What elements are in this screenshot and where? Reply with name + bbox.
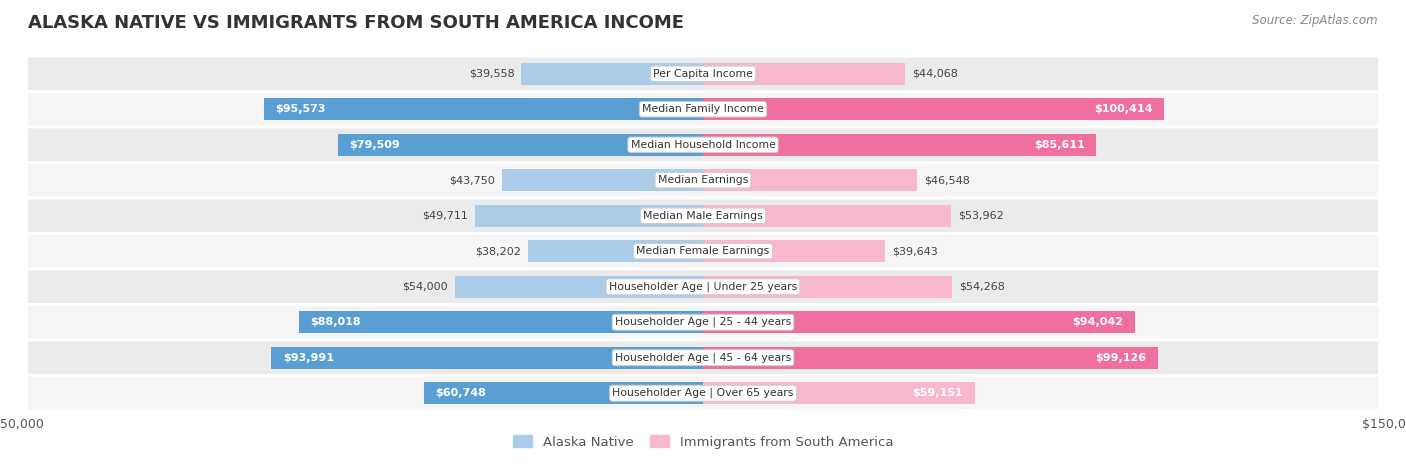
Text: Median Household Income: Median Household Income (630, 140, 776, 150)
Text: Median Family Income: Median Family Income (643, 104, 763, 114)
FancyBboxPatch shape (28, 164, 1378, 197)
Bar (337, 134, 703, 156)
Bar (456, 276, 703, 298)
Text: $99,126: $99,126 (1095, 353, 1147, 363)
Text: $53,962: $53,962 (957, 211, 1004, 221)
Bar (425, 382, 703, 404)
Bar (527, 240, 703, 262)
Text: $46,548: $46,548 (924, 175, 970, 185)
FancyBboxPatch shape (28, 93, 1378, 126)
Bar (703, 240, 886, 262)
Bar (298, 311, 703, 333)
Text: $49,711: $49,711 (422, 211, 468, 221)
Bar (522, 63, 703, 85)
FancyBboxPatch shape (28, 306, 1378, 339)
Bar (703, 382, 974, 404)
Text: $39,643: $39,643 (891, 246, 938, 256)
Bar (703, 98, 1164, 120)
Bar (703, 63, 905, 85)
Text: $38,202: $38,202 (475, 246, 520, 256)
Text: $79,509: $79,509 (349, 140, 401, 150)
Text: $88,018: $88,018 (311, 317, 361, 327)
FancyBboxPatch shape (28, 341, 1378, 374)
Bar (264, 98, 703, 120)
Text: Per Capita Income: Per Capita Income (652, 69, 754, 79)
Text: $94,042: $94,042 (1073, 317, 1123, 327)
Text: $59,151: $59,151 (912, 388, 963, 398)
Text: Householder Age | Under 25 years: Householder Age | Under 25 years (609, 282, 797, 292)
FancyBboxPatch shape (28, 270, 1378, 303)
Text: $39,558: $39,558 (468, 69, 515, 79)
Text: Householder Age | Over 65 years: Householder Age | Over 65 years (612, 388, 794, 398)
Text: Householder Age | 25 - 44 years: Householder Age | 25 - 44 years (614, 317, 792, 327)
Text: ALASKA NATIVE VS IMMIGRANTS FROM SOUTH AMERICA INCOME: ALASKA NATIVE VS IMMIGRANTS FROM SOUTH A… (28, 14, 685, 32)
Bar (703, 205, 950, 227)
Text: $54,268: $54,268 (959, 282, 1005, 292)
Bar (703, 134, 1097, 156)
Bar (703, 347, 1159, 369)
Bar (475, 205, 703, 227)
FancyBboxPatch shape (28, 128, 1378, 161)
Text: $100,414: $100,414 (1094, 104, 1153, 114)
Text: $95,573: $95,573 (276, 104, 326, 114)
Text: Householder Age | 45 - 64 years: Householder Age | 45 - 64 years (614, 353, 792, 363)
FancyBboxPatch shape (28, 235, 1378, 268)
Bar (703, 276, 952, 298)
FancyBboxPatch shape (28, 57, 1378, 90)
Text: Source: ZipAtlas.com: Source: ZipAtlas.com (1253, 14, 1378, 27)
FancyBboxPatch shape (28, 199, 1378, 232)
Text: $44,068: $44,068 (912, 69, 957, 79)
FancyBboxPatch shape (28, 377, 1378, 410)
Bar (703, 169, 917, 191)
Legend: Alaska Native, Immigrants from South America: Alaska Native, Immigrants from South Ame… (508, 430, 898, 454)
Text: Median Male Earnings: Median Male Earnings (643, 211, 763, 221)
Text: $43,750: $43,750 (450, 175, 495, 185)
Text: $54,000: $54,000 (402, 282, 449, 292)
Text: $60,748: $60,748 (436, 388, 486, 398)
Text: Median Female Earnings: Median Female Earnings (637, 246, 769, 256)
Text: $85,611: $85,611 (1033, 140, 1084, 150)
Text: $93,991: $93,991 (283, 353, 333, 363)
Bar (703, 311, 1135, 333)
Bar (271, 347, 703, 369)
Text: Median Earnings: Median Earnings (658, 175, 748, 185)
Bar (502, 169, 703, 191)
